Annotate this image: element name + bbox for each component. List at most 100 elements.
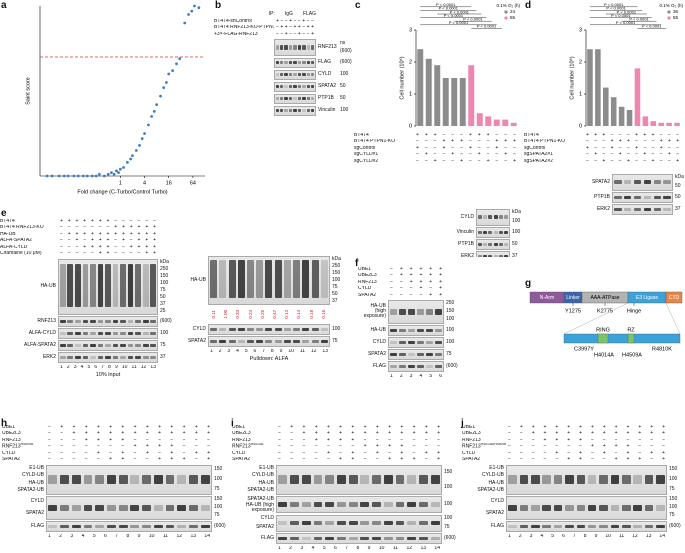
band [311,97,315,101]
protein-label: SPATA2 [187,337,206,344]
band [142,343,149,347]
ratio-value: 0.11 [210,310,216,319]
bar [459,78,466,126]
band [284,73,288,77]
band [83,524,93,528]
domain-label: CTD [669,295,680,301]
gel-labels: PTP1B [316,94,338,105]
band [142,355,149,359]
gel-labels: E1-UB CYLD-UB HA-UB SPATA2-UB [232,465,276,495]
band [284,97,288,101]
condition-label: BT474 [354,133,414,138]
kda-marker: 100 [512,228,521,235]
band [320,339,328,343]
gel [612,173,673,191]
p-value: P < 0.0001 [611,13,631,18]
band [372,520,381,526]
condition-signs: − − − + + + − − − + + + [586,139,679,145]
band [135,331,141,335]
band [498,242,504,246]
lane-row: 1 2 3 4 5 6 7 8 9 10 11 12 13 14 [232,545,456,552]
band [426,340,433,344]
gel [388,325,444,336]
band [288,45,293,50]
site-label: Y1275 [565,308,581,314]
gel-row: RNF213 (600) [0,316,178,327]
condition-label: BT474 RNF213-KO [0,225,58,230]
gel [274,57,316,68]
kda-markers: 37 [673,204,685,215]
protein-label: HA-UB [370,326,386,333]
gel-labels: FLAG [462,521,506,532]
gel-labels [214,58,274,69]
band [656,504,665,511]
condition-name: UBE1 [2,424,16,430]
lane-numbers: 1 2 3 4 5 6 7 8 9 10 11 12 13 [210,348,328,354]
gel [276,533,442,544]
kda-marker: 75 [444,523,450,530]
gel-labels: E1-UB CYLD-UB HA-UB SPATA2-UB [2,465,46,495]
band [407,536,417,540]
kda-marker: 75 [160,341,166,348]
gel-labels: SPATA2 [182,336,208,347]
point [126,161,129,164]
band [493,214,498,220]
gel-labels: ERK2 [0,352,58,363]
kda-markers: 100 [442,496,456,513]
band [105,343,111,347]
protein-label: CYLD [460,213,474,220]
ratio-value: 0.16 [320,310,326,319]
band [59,263,66,307]
kda-marker: 100 [332,276,341,283]
band [127,319,134,323]
x-tick-label: 16 [166,180,172,186]
gel-labels: FLAG [2,521,46,532]
gel-row: CYLD SPATA2 100 75 [232,514,456,532]
condition-row: RNF213H4509A − − − − − − − + + + + − − − [2,443,226,451]
protein-label: RNF213 [37,317,56,324]
point [118,167,122,171]
band [290,502,299,507]
point [147,123,150,127]
band [288,61,293,65]
bar [642,116,649,126]
condition-label: RNF213H4014A/H4509A [462,443,506,450]
band [293,73,297,77]
gel [506,521,667,532]
gel [476,251,510,257]
band [477,230,482,234]
band [135,263,141,307]
legend-label: 24 [510,9,516,14]
condition-name: RNF213 [232,437,251,443]
bar [434,65,441,126]
band [59,319,66,323]
band [498,214,504,220]
band [408,308,415,315]
protein-label: CYLD [318,71,332,78]
point [152,110,156,113]
band [576,524,586,528]
ratio-row: 0.11 1.00 0.33 0.24 0.25 0.47 0.13 0.14 0.18 0.16 [208,307,330,323]
p-value: P = 0.0001 [604,2,624,7]
gel [388,300,444,324]
band [278,520,288,526]
gel-labels: CYLD [358,337,388,348]
band [274,339,282,343]
band [74,263,81,307]
band [399,328,406,332]
band [306,97,311,101]
protein-label: FLAG [260,534,274,541]
band [106,504,116,511]
condition-row: RNF213H4014A − − − − − − − + + + + − − − [232,443,456,451]
ip-label: IP: [268,10,275,17]
band [435,352,442,356]
band [142,504,151,511]
point [131,154,134,158]
protein-label: HA-UB [190,276,206,283]
band [417,308,424,315]
gel-labels [214,39,274,56]
kda-marker: 150 [160,272,169,279]
gel-row: FLAG (600) [358,361,458,372]
condition-signs: − − + − − + − − + [276,31,314,37]
